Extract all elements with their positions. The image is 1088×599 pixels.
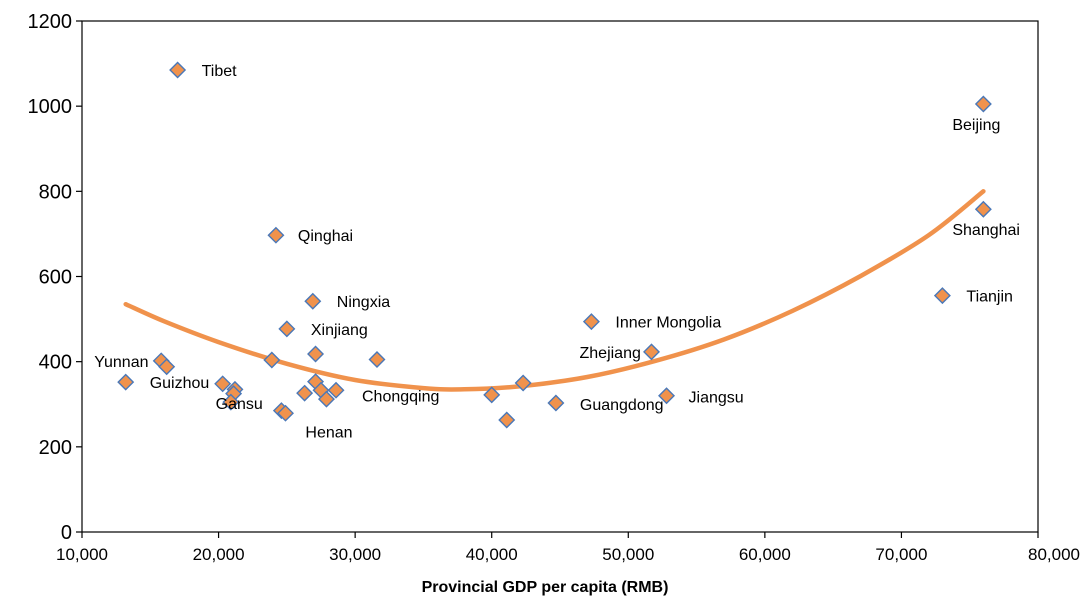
axes <box>76 20 1039 538</box>
point <box>296 384 314 402</box>
y-tick-label: 400 <box>39 352 72 374</box>
label-yunnan: Yunnan <box>94 354 148 371</box>
y-tick-label: 1000 <box>28 96 73 118</box>
point-labels: Tibet Beijing Qinghai Shanghai Ningxia Tianji… <box>94 63 1020 442</box>
x-tick-label: 40,000 <box>466 545 518 564</box>
plot-frame <box>81 20 1039 533</box>
x-tick-labels: 10,000 20,000 30,000 40,000 50,000 60,000 70,0… <box>56 545 1080 564</box>
y-tick-label: 600 <box>39 267 72 289</box>
label-tianjin: Tianjin <box>966 289 1013 306</box>
data-points <box>117 61 992 429</box>
x-tick-label: 80,000 <box>1028 545 1080 564</box>
point-inner-mongolia <box>582 313 600 331</box>
point-zhejiang <box>643 343 660 361</box>
x-tick-label: 70,000 <box>875 545 927 564</box>
x-tick-label: 30,000 <box>329 545 381 564</box>
label-guangdong: Guangdong <box>580 397 664 414</box>
label-chongqing: Chongqing <box>362 389 439 406</box>
point-qinghai <box>267 226 285 244</box>
point <box>327 381 345 399</box>
label-gansu: Gansu <box>216 396 263 413</box>
label-ningxia: Ningxia <box>337 294 390 311</box>
x-tick-label: 20,000 <box>193 545 245 564</box>
label-guizhou: Guizhou <box>150 375 210 392</box>
point-guangdong <box>547 394 565 412</box>
point-jiangsu <box>658 387 676 405</box>
label-shanghai: Shanghai <box>952 222 1020 239</box>
point <box>307 345 325 363</box>
point <box>317 390 335 408</box>
point-beijing <box>974 95 992 113</box>
point <box>498 411 516 429</box>
point-ningxia <box>304 292 322 310</box>
point <box>263 351 281 369</box>
point-tibet <box>169 61 187 79</box>
label-inner-mongolia: Inner Mongolia <box>615 315 721 332</box>
point <box>483 386 501 404</box>
point <box>222 393 240 411</box>
x-tick-label: 60,000 <box>739 545 791 564</box>
point-chongqing <box>368 351 386 369</box>
label-beijing: Beijing <box>952 117 1000 134</box>
point-gansu <box>214 375 232 393</box>
point-tianjin <box>933 287 951 305</box>
point-guizhou <box>117 373 135 391</box>
trendline <box>123 189 986 392</box>
label-tibet: Tibet <box>202 63 238 80</box>
x-axis-label: Provincial GDP per capita (RMB) <box>422 579 669 596</box>
label-henan: Henan <box>305 425 352 442</box>
label-zhejiang: Zhejiang <box>580 345 641 362</box>
y-tick-label: 800 <box>39 181 72 203</box>
label-jiangsu: Jiangsu <box>689 390 744 407</box>
point <box>277 404 294 422</box>
y-tick-labels: 0 200 400 600 800 1000 1200 <box>28 11 73 544</box>
x-tick-label: 50,000 <box>602 545 654 564</box>
point-shanghai <box>974 200 992 218</box>
y-tick-label: 200 <box>39 437 72 459</box>
y-tick-label: 1200 <box>28 11 73 33</box>
point <box>158 358 176 376</box>
y-tick-label: 0 <box>61 522 72 544</box>
point <box>514 374 532 392</box>
label-xinjiang: Xinjiang <box>311 322 368 339</box>
point-xinjiang <box>278 320 296 338</box>
label-qinghai: Qinghai <box>298 228 353 245</box>
x-tick-label: 10,000 <box>56 545 108 564</box>
